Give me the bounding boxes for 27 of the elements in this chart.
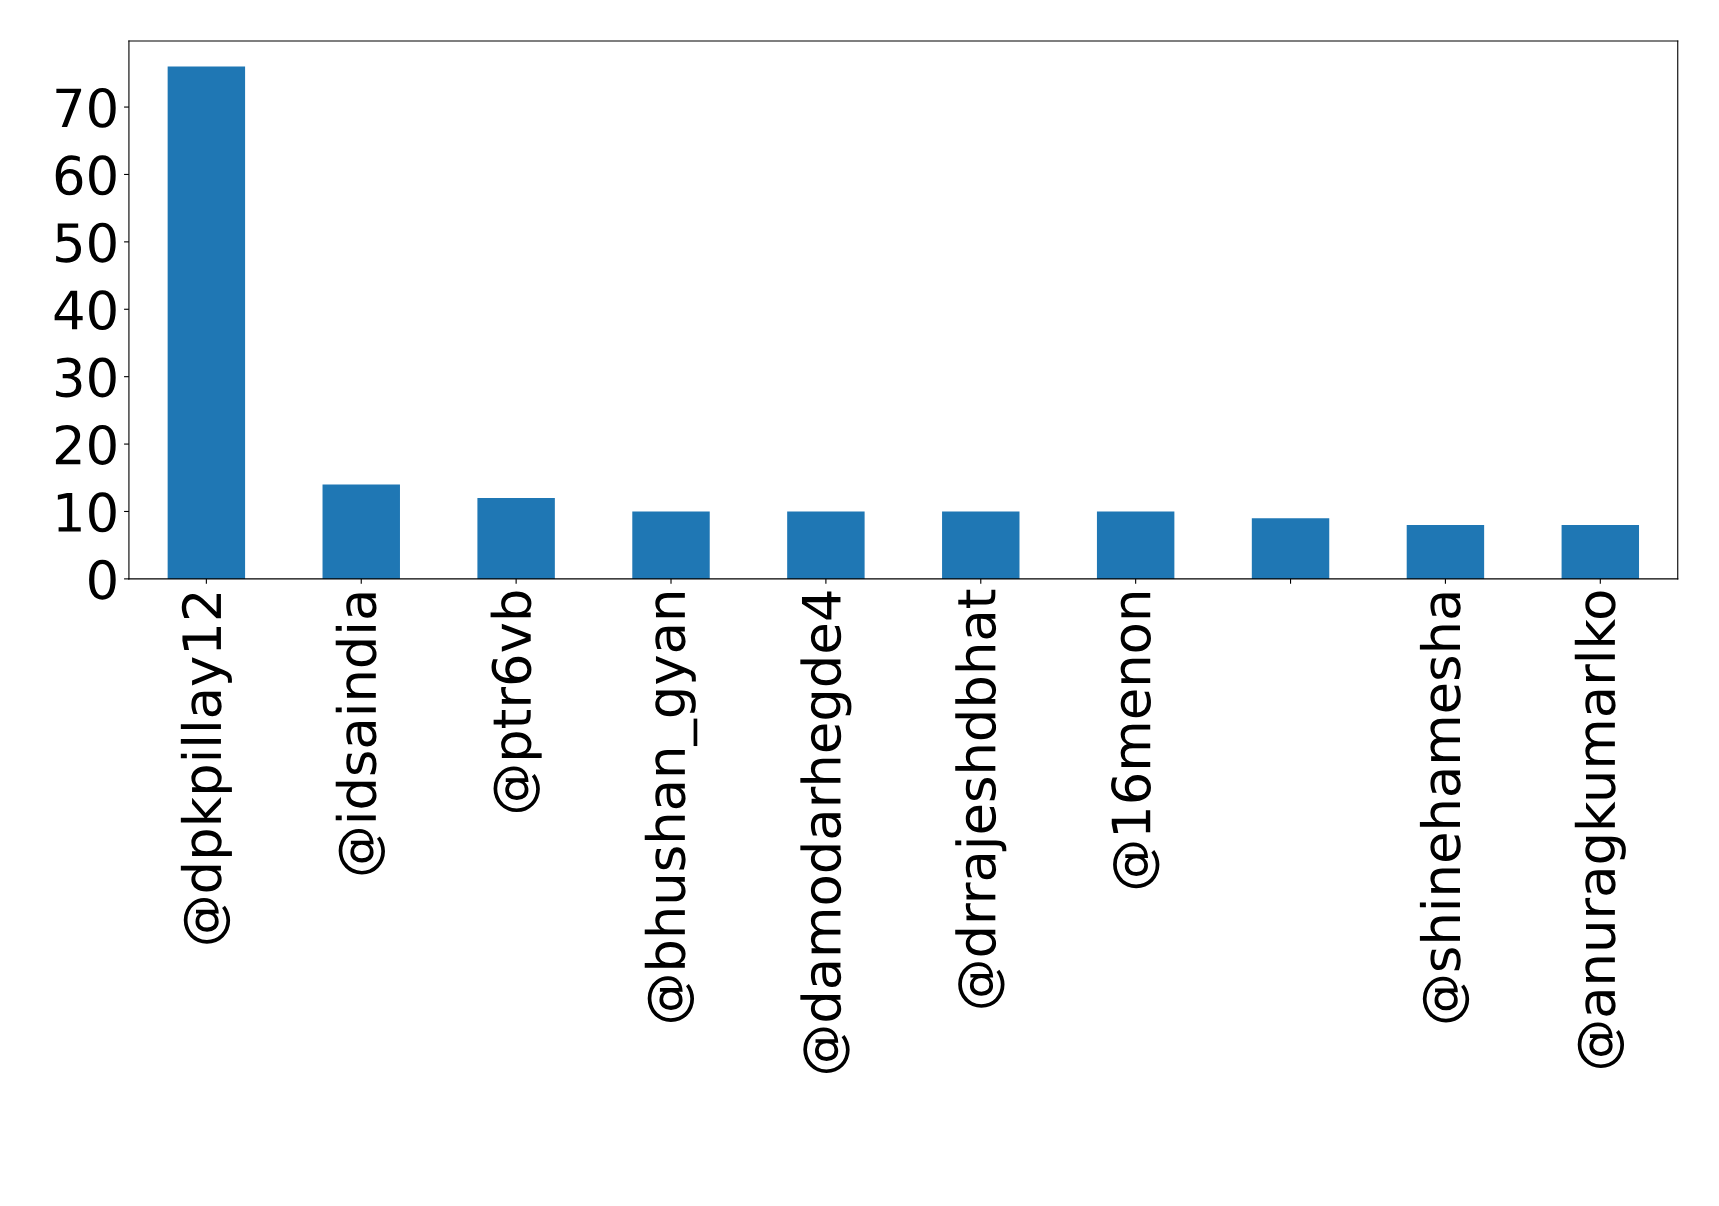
x-tick-label: @idsaindia [335,593,385,875]
x-tick-label: @damodarhegde4 [800,591,852,1074]
bar [322,484,400,579]
bar [1561,524,1640,579]
bar [787,511,865,579]
y-tick-label: 40 [54,290,116,331]
y-tick-label: 70 [56,87,116,128]
x-tick-label: @shinehamesha [1419,593,1470,1023]
bar [1406,524,1485,579]
y-tick-label: 50 [56,222,116,263]
x-tick-label: @16menon [1111,593,1160,889]
bar [1096,511,1175,579]
bar [477,498,555,579]
y-tick-label: 60 [55,155,116,196]
bar [167,66,246,579]
y-tick-label: 10 [57,492,116,533]
y-tick-label: 0 [89,559,116,600]
bar [942,511,1020,579]
x-tick-label: @dpkpillay12 [180,593,232,944]
bar [632,511,710,579]
x-tick-label: @anuragkumarlko [1574,591,1626,1069]
bar [1251,518,1330,579]
y-tick-label: 20 [55,424,116,465]
y-tick-label: 30 [56,357,116,398]
x-tick-label: @drrajeshdbhat [955,589,1007,1008]
x-tick-label: @ptr6vb [490,591,542,813]
x-tick-label: @bhushan_gyan [644,593,698,1022]
